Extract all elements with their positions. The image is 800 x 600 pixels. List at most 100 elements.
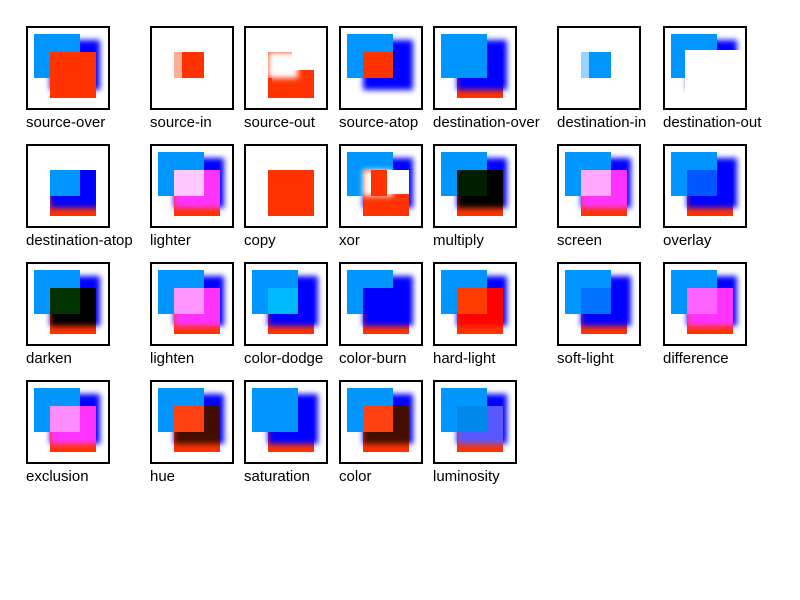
composite-cell-saturation: saturation (244, 380, 374, 492)
composite-label: destination-out (663, 114, 762, 131)
composite-frame (339, 262, 423, 346)
source-red-square (581, 170, 627, 216)
composite-label: exclusion (26, 468, 89, 485)
composite-frame (26, 262, 110, 346)
composite-cell-soft-light: soft-light (557, 262, 687, 374)
composite-svg (174, 52, 204, 78)
source-red-square (457, 406, 503, 452)
composite-frame (433, 26, 517, 110)
composite-frame (244, 144, 328, 228)
composite-label: overlay (663, 232, 712, 249)
source-red-square (687, 170, 733, 216)
composite-label: screen (557, 232, 603, 249)
composite-cell-destination-out: destination-out (663, 26, 793, 138)
composite-frame (433, 144, 517, 228)
composite-frame (557, 26, 641, 110)
composite-svg (441, 270, 507, 334)
composite-cell-lighten: lighten (150, 262, 280, 374)
composite-frame (433, 380, 517, 464)
source-red-square (50, 406, 96, 452)
composite-cell-copy: copy (244, 144, 374, 256)
composite-cell-destination-over: destination-over (433, 26, 563, 138)
source-red-square (174, 288, 220, 334)
composite-cell-overlay: overlay (663, 144, 793, 256)
composite-label: destination-atop (26, 232, 133, 249)
composite-cell-destination-in: destination-in (557, 26, 687, 138)
composite-label: soft-light (557, 350, 614, 367)
composite-frame (26, 380, 110, 464)
composite-svg (34, 270, 100, 334)
source-red-square (363, 52, 393, 78)
composite-frame (244, 262, 328, 346)
composite-cell-difference: difference (663, 262, 793, 374)
composite-svg (268, 52, 318, 98)
source-red-square (268, 288, 314, 334)
composite-label: color-dodge (244, 350, 324, 367)
composite-svg (347, 152, 413, 216)
composite-cell-exclusion: exclusion (26, 380, 156, 492)
composite-svg (268, 170, 314, 216)
composite-svg (441, 388, 507, 452)
composite-label: destination-over (433, 114, 540, 131)
source-red-square (50, 288, 96, 334)
composite-label: source-out (244, 114, 315, 131)
source-red-square (363, 288, 409, 334)
composite-label: source-over (26, 114, 106, 131)
composite-svg (671, 34, 745, 108)
source-red-square (268, 170, 314, 216)
composite-frame (433, 262, 517, 346)
source-red-square (581, 288, 627, 334)
composite-svg (50, 170, 96, 216)
destination-blue-square (441, 34, 487, 78)
composite-svg (34, 388, 100, 452)
composite-svg (347, 388, 413, 452)
source-red-square (50, 52, 96, 98)
composite-cell-source-in: source-in (150, 26, 280, 138)
composite-frame (26, 26, 110, 110)
composite-svg (565, 270, 631, 334)
composite-frame (150, 262, 234, 346)
composite-cell-lighter: lighter (150, 144, 280, 256)
composite-frame (244, 380, 328, 464)
composite-label: difference (663, 350, 729, 367)
composite-label: darken (26, 350, 72, 367)
composite-frame (150, 380, 234, 464)
composite-label: saturation (244, 468, 310, 485)
composite-svg (34, 34, 100, 98)
composite-cell-color-burn: color-burn (339, 262, 469, 374)
composite-frame (150, 26, 234, 110)
composite-cell-destination-atop: destination-atop (26, 144, 156, 256)
composite-svg (252, 388, 318, 452)
composite-svg (347, 34, 413, 90)
composite-frame (663, 26, 747, 110)
composite-label: xor (339, 232, 360, 249)
composite-label: lighter (150, 232, 191, 249)
composite-label: color-burn (339, 350, 407, 367)
composite-cell-darken: darken (26, 262, 156, 374)
composite-cell-source-atop: source-atop (339, 26, 469, 138)
composite-svg (581, 52, 611, 78)
composite-cell-screen: screen (557, 144, 687, 256)
composite-cell-hard-light: hard-light (433, 262, 563, 374)
source-red-square (363, 406, 409, 452)
composite-cell-multiply: multiply (433, 144, 563, 256)
composite-svg (158, 388, 224, 452)
composite-label: multiply (433, 232, 484, 249)
composite-svg (158, 152, 224, 216)
composite-frame (150, 144, 234, 228)
composite-frame (339, 26, 423, 110)
composite-cell-color: color (339, 380, 469, 492)
composite-cell-luminosity: luminosity (433, 380, 563, 492)
composite-label: destination-in (557, 114, 647, 131)
composite-svg (347, 270, 413, 334)
composite-label: source-atop (339, 114, 419, 131)
destination-blue-square (50, 170, 80, 196)
composite-label: copy (244, 232, 276, 249)
source-red-square (174, 406, 220, 452)
composite-label: luminosity (433, 468, 500, 485)
composite-svg (441, 34, 507, 98)
composite-frame (339, 380, 423, 464)
source-red-square (268, 406, 314, 452)
composite-frame (339, 144, 423, 228)
